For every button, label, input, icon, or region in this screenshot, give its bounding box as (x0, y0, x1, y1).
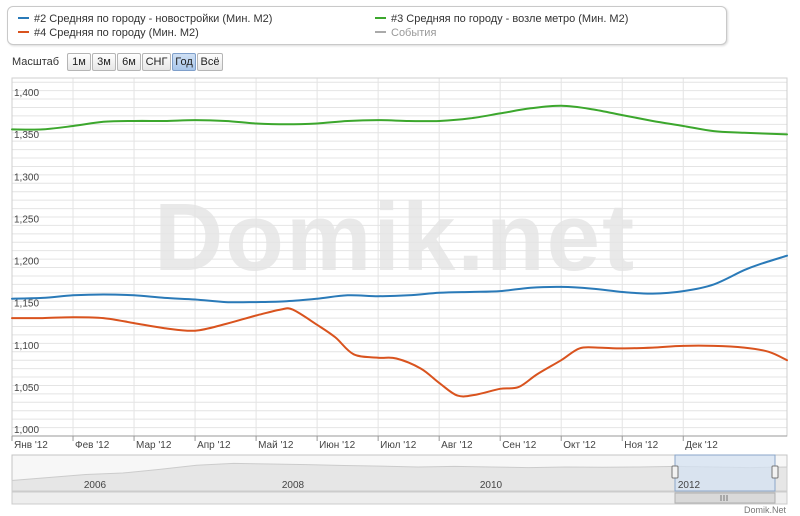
zoom-all-button[interactable]: Всё (197, 53, 223, 71)
series-line-new-buildings (11, 254, 788, 304)
x-tick-label: Июл '12 (380, 440, 417, 451)
navigator-year-label: 2010 (480, 480, 503, 491)
navigator-year-label: 2006 (84, 480, 107, 491)
y-tick-label: 1,150 (14, 299, 39, 310)
legend-swatch-gray (375, 31, 386, 34)
x-tick-label: Окт '12 (563, 440, 596, 451)
x-tick-label: Май '12 (258, 440, 294, 451)
y-tick-label: 1,200 (14, 257, 39, 268)
zoom-label: Масштаб (12, 56, 60, 68)
y-tick-label: 1,350 (14, 130, 39, 141)
y-tick-label: 1,050 (14, 383, 39, 394)
legend-swatch-orange (18, 31, 29, 34)
zoom-1m-button[interactable]: 1м (67, 53, 91, 71)
watermark-text: Domik.net (154, 184, 636, 291)
x-tick-label: Июн '12 (319, 440, 355, 451)
legend-swatch-blue (18, 17, 29, 20)
series-line-metro (11, 104, 788, 136)
legend-swatch-green (375, 17, 386, 20)
x-tick-label: Дек '12 (685, 440, 718, 451)
series-line-city-average (11, 307, 788, 398)
legend-item-series-3[interactable]: #3 Средняя по городу - возле метро (Мин.… (375, 13, 628, 26)
chart-legend: #2 Средняя по городу - новостройки (Мин.… (7, 6, 727, 45)
navigator-year-label: 2012 (678, 480, 701, 491)
zoom-6m-button[interactable]: 6м (117, 53, 141, 71)
scrollbar-thumb[interactable] (674, 492, 776, 504)
navigator-right-handle[interactable] (771, 465, 779, 479)
y-tick-label: 1,300 (14, 172, 39, 183)
legend-label: События (391, 27, 437, 39)
y-axis: 1,000 1,050 1,100 1,150 1,200 1,250 1,300 1,350… (14, 88, 39, 436)
series-lines (11, 104, 788, 398)
legend-label: #2 Средняя по городу - новостройки (Мин.… (34, 13, 273, 25)
x-tick-label: Ноя '12 (624, 440, 658, 451)
y-tick-label: 1,250 (14, 214, 39, 225)
x-tick-label: Янв '12 (14, 440, 48, 451)
x-tick-label: Авг '12 (441, 440, 473, 451)
navigator-scrollbar[interactable] (11, 491, 788, 505)
y-tick-label: 1,000 (14, 425, 39, 436)
x-axis: Янв '12 Фев '12 Мар '12 Апр '12 Май '12 Июн '… (11, 436, 718, 451)
x-tick-label: Апр '12 (197, 440, 231, 451)
x-tick-label: Мар '12 (136, 440, 172, 451)
legend-item-series-4[interactable]: #4 Средняя по городу (Мин. М2) (18, 27, 199, 40)
legend-label: #3 Средняя по городу - возле метро (Мин.… (391, 13, 629, 25)
navigator-left-handle[interactable] (671, 465, 679, 479)
legend-item-series-2[interactable]: #2 Средняя по городу - новостройки (Мин.… (18, 13, 272, 26)
credit-text: Domik.Net (744, 505, 787, 515)
x-tick-label: Фев '12 (75, 440, 110, 451)
zoom-ytd-button[interactable]: СНГ (142, 53, 171, 71)
legend-item-events[interactable]: События (375, 27, 436, 40)
zoom-year-button[interactable]: Год (172, 53, 196, 71)
legend-label: #4 Средняя по городу (Мин. М2) (34, 27, 199, 39)
navigator[interactable]: 2006 2008 2010 2012 (11, 454, 788, 492)
grid-lines (11, 78, 787, 437)
y-tick-label: 1,100 (14, 341, 39, 352)
zoom-3m-button[interactable]: 3м (92, 53, 116, 71)
scrollbar-track[interactable] (11, 491, 788, 505)
navigator-selection[interactable] (674, 454, 776, 492)
x-tick-label: Сен '12 (502, 440, 537, 451)
navigator-year-label: 2008 (282, 480, 305, 491)
y-tick-label: 1,400 (14, 88, 39, 99)
